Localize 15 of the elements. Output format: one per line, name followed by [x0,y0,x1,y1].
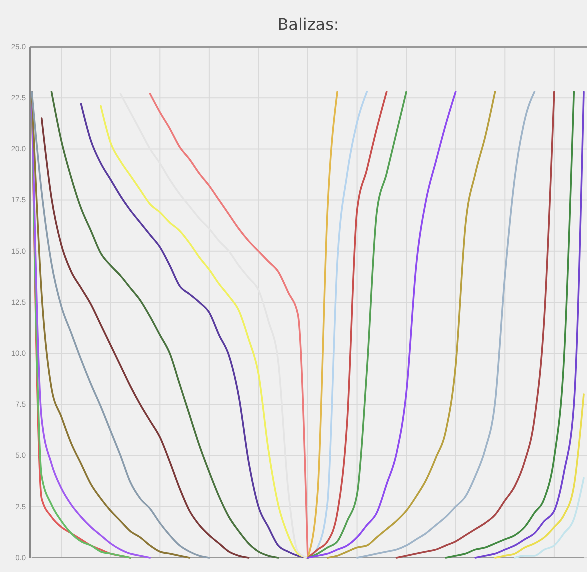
line-series [445,91,576,559]
line-series [149,93,309,559]
line-series [326,91,496,559]
line-series [307,91,408,559]
line-series [356,91,536,559]
line-series [40,118,250,559]
chart-title: Balizas: [278,15,340,34]
line-series [474,91,585,559]
line-series [307,91,457,559]
line-series [50,91,280,559]
line-series [514,477,585,559]
line-series [307,91,388,559]
line-series [307,91,338,559]
line-series [396,91,556,559]
line-series [494,394,585,559]
